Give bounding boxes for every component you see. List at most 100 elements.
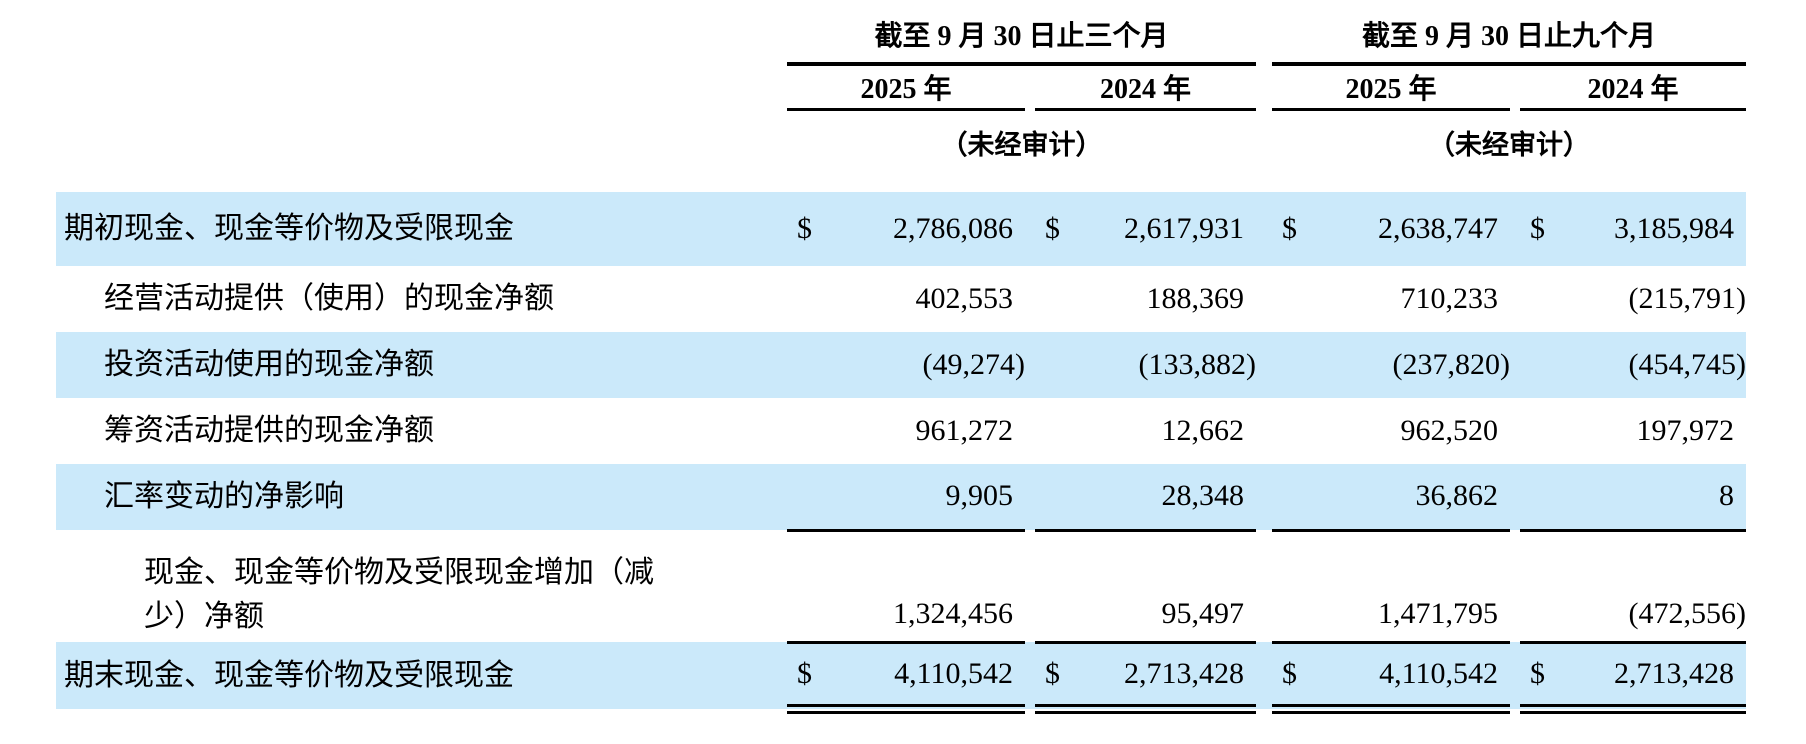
cell-value: $4,110,542 (787, 640, 1025, 714)
table-row: 筹资活动提供的现金净额 961,272 12,662 962,520 197,972 (56, 398, 1746, 464)
column-gap (1256, 266, 1272, 332)
cell-amount: (49,274) (922, 348, 1025, 381)
dollar-sign: $ (1530, 656, 1546, 690)
cell-amount: 961,272 (915, 414, 1014, 447)
cell-amount: (215,791) (1628, 282, 1747, 315)
unaudited-note-three-months: （未经审计） (940, 130, 1103, 160)
column-gap (1256, 530, 1272, 642)
dollar-sign: $ (797, 212, 812, 245)
dollar-sign: $ (1045, 656, 1060, 690)
column-header-2025-nine-months: 2025 年 (1272, 64, 1511, 111)
cell-amount: 962,520 (1400, 414, 1499, 447)
column-gap (1256, 642, 1272, 709)
table-row: 汇率变动的净影响 9,905 28,348 36,862 8 (56, 464, 1747, 532)
column-gap (1510, 64, 1520, 110)
column-gap (1256, 398, 1272, 464)
row-label-text: 期初现金、现金等价物及受限现金 (64, 212, 514, 246)
cell-amount: (472,556) (1628, 596, 1747, 630)
cell-value: $2,786,086 (787, 192, 1025, 266)
cell-value: 197,972 (1520, 398, 1746, 464)
column-gap (1025, 398, 1035, 464)
column-gap (1256, 464, 1272, 530)
column-gap (1510, 398, 1520, 464)
cell-amount: 9,905 (945, 479, 1014, 513)
row-label-text: 经营活动提供（使用）的现金净额 (104, 282, 554, 316)
cell-amount: 95,497 (1161, 596, 1245, 630)
cell-amount: (237,820) (1392, 348, 1511, 381)
cell-amount: 4,110,542 (894, 656, 1013, 690)
cell-amount: 1,324,456 (893, 596, 1013, 630)
row-label: 现金、现金等价物及受限现金增加（减少）净额 (56, 530, 787, 642)
header-row-years: 2025 年 2024 年 2025 年 2024 年 (56, 64, 1747, 111)
cell-value: 962,520 (1272, 398, 1510, 464)
cell-value: 8 (1520, 464, 1747, 532)
cell-value: (133,882) (1035, 332, 1256, 398)
row-label: 期末现金、现金等价物及受限现金 (56, 642, 787, 709)
cell-value: $2,713,428 (1520, 640, 1747, 714)
cell-value: 9,905 (787, 464, 1025, 532)
cell-amount: (454,745) (1628, 348, 1747, 381)
cell-value: $2,638,747 (1272, 192, 1510, 266)
cell-value: (215,791) (1520, 266, 1746, 332)
column-gap (1256, 64, 1272, 110)
dollar-sign: $ (1282, 656, 1298, 690)
cell-amount: 2,617,931 (1124, 212, 1245, 245)
cell-amount: 402,553 (915, 282, 1014, 315)
row-label: 筹资活动提供的现金净额 (56, 398, 787, 464)
dollar-sign: $ (797, 656, 812, 690)
cell-value: $2,713,428 (1035, 640, 1257, 714)
column-header-2024-three-months: 2024 年 (1035, 64, 1257, 111)
column-gap (1025, 192, 1035, 266)
cell-value: $4,110,542 (1272, 640, 1511, 714)
column-gap (1510, 332, 1520, 398)
column-gap (1510, 464, 1520, 530)
header-row-unaudited: （未经审计） （未经审计） (56, 110, 1746, 193)
cell-value: (454,745) (1520, 332, 1746, 398)
cell-amount: 3,185,984 (1614, 212, 1735, 245)
cell-value: (237,820) (1272, 332, 1510, 398)
column-gap (1510, 192, 1520, 266)
cell-amount: 197,972 (1636, 414, 1735, 447)
label-column-header-empty (56, 64, 787, 110)
row-label-text: 汇率变动的净影响 (104, 480, 344, 514)
cash-flow-statement-page: 截至 9 月 30 日止三个月 截至 9 月 30 日止九个月 2025 年 2… (56, 6, 1747, 714)
header-row-period-groups: 截至 9 月 30 日止三个月 截至 9 月 30 日止九个月 (56, 6, 1747, 66)
dollar-sign: $ (1530, 212, 1546, 245)
cell-value: $3,185,984 (1520, 192, 1746, 266)
column-gap (1256, 192, 1272, 266)
column-gap (1025, 464, 1035, 530)
cell-amount: 2,638,747 (1378, 212, 1499, 245)
label-column-header-empty (56, 6, 787, 64)
cell-value: 95,497 (1035, 530, 1256, 642)
row-label-text: 现金、现金等价物及受限现金增加（减少）净额 (144, 556, 654, 633)
cell-value: 36,862 (1272, 464, 1511, 532)
row-label-text: 投资活动使用的现金净额 (104, 348, 434, 382)
column-gap (1256, 6, 1272, 64)
label-column-header-empty (56, 110, 787, 193)
cell-amount: 188,369 (1146, 282, 1245, 315)
column-gap (1025, 332, 1035, 398)
cell-amount: 1,471,795 (1378, 596, 1499, 630)
cell-value: 1,471,795 (1272, 530, 1510, 642)
row-label-text: 筹资活动提供的现金净额 (104, 414, 434, 448)
column-group-three-months: 截至 9 月 30 日止三个月 (787, 6, 1257, 66)
column-gap (1025, 266, 1035, 332)
row-label: 期初现金、现金等价物及受限现金 (56, 192, 787, 266)
cell-value: 710,233 (1272, 266, 1510, 332)
dollar-sign: $ (1282, 212, 1298, 245)
dollar-sign: $ (1045, 212, 1060, 245)
cell-amount: 2,713,428 (1124, 656, 1245, 690)
column-gap (1025, 64, 1035, 110)
row-label-text: 期末现金、现金等价物及受限现金 (64, 658, 514, 692)
column-gap (1510, 642, 1520, 709)
cell-amount: 4,110,542 (1379, 656, 1499, 690)
table-row: 期末现金、现金等价物及受限现金 $4,110,542 $2,713,428 $4,11… (56, 640, 1747, 714)
cell-amount: 12,662 (1161, 414, 1245, 447)
column-group-nine-months: 截至 9 月 30 日止九个月 (1272, 6, 1747, 66)
column-gap (1025, 530, 1035, 642)
cell-value: 961,272 (787, 398, 1025, 464)
column-header-2024-nine-months: 2024 年 (1520, 64, 1747, 111)
column-header-2025-three-months: 2025 年 (787, 64, 1025, 111)
cell-amount: (133,882) (1138, 348, 1257, 381)
cell-amount: 2,786,086 (893, 212, 1013, 245)
